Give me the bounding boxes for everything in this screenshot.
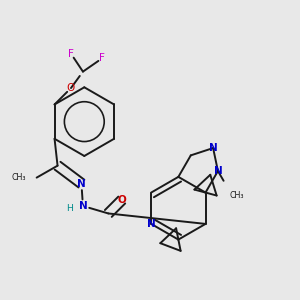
Text: O: O: [117, 195, 126, 205]
Text: N: N: [77, 178, 86, 189]
Text: F: F: [99, 53, 105, 63]
Text: N: N: [209, 143, 218, 153]
Text: CH₃: CH₃: [12, 173, 26, 182]
Text: H: H: [66, 205, 73, 214]
Text: N: N: [214, 166, 222, 176]
Text: CH₃: CH₃: [230, 191, 244, 200]
Text: N: N: [147, 219, 156, 229]
Text: F: F: [68, 49, 74, 59]
Text: O: O: [67, 83, 75, 93]
Text: N: N: [79, 201, 87, 211]
